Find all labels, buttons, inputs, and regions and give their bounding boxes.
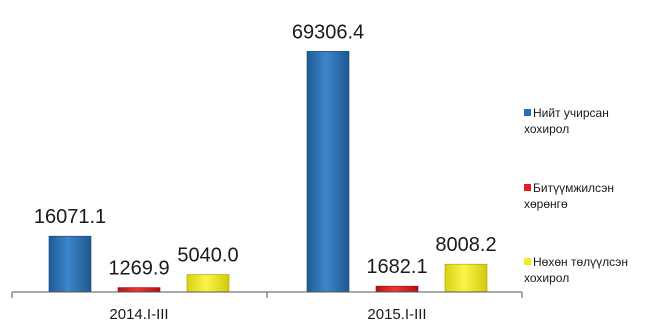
legend-label-line2: хохирол (524, 122, 570, 136)
category-label-1: 2015.I-III (367, 306, 426, 323)
legend-swatch-yellow (524, 258, 531, 265)
bar-2014.I-III-series-1 (117, 287, 161, 293)
legend-label-line2: хөрөнгө (524, 197, 568, 211)
legend-item-total-damage: Нийт учирсан хохирол (524, 105, 664, 137)
bar-2015.I-III-series-2 (444, 263, 488, 293)
legend-swatch-red (524, 184, 531, 191)
data-label-2015.I-III-series-2: 8008.2 (435, 234, 496, 256)
data-label-2014.I-III-series-2: 5040.0 (177, 245, 238, 267)
legend-label-line1: Нийт учирсан (533, 106, 609, 120)
legend-label-line1: Битүүмжилсэн (533, 181, 614, 195)
legend: Нийт учирсан хохирол Битүүмжилсэн хөрөнг… (524, 0, 665, 330)
legend-label-line2: хохирол (524, 271, 570, 285)
legend-swatch-blue (524, 109, 531, 116)
category-label-0: 2014.I-III (109, 306, 168, 323)
bar-2015.I-III-series-1 (375, 285, 419, 293)
data-label-2015.I-III-series-0: 69306.4 (292, 21, 364, 43)
bar-2015.I-III-series-0 (306, 51, 350, 293)
legend-label-line1: Нөхөн төлүүлсэн (533, 255, 629, 269)
legend-item-seized-assets: Битүүмжилсэн хөрөнгө (524, 180, 664, 212)
data-label-2015.I-III-series-1: 1682.1 (366, 256, 427, 278)
data-label-2014.I-III-series-1: 1269.9 (108, 258, 169, 280)
data-label-2014.I-III-series-0: 16071.1 (34, 206, 106, 228)
legend-item-compensated-damage: Нөхөн төлүүлсэн хохирол (524, 254, 664, 286)
bar-2014.I-III-series-0 (48, 235, 92, 293)
bar-2014.I-III-series-2 (186, 274, 230, 293)
